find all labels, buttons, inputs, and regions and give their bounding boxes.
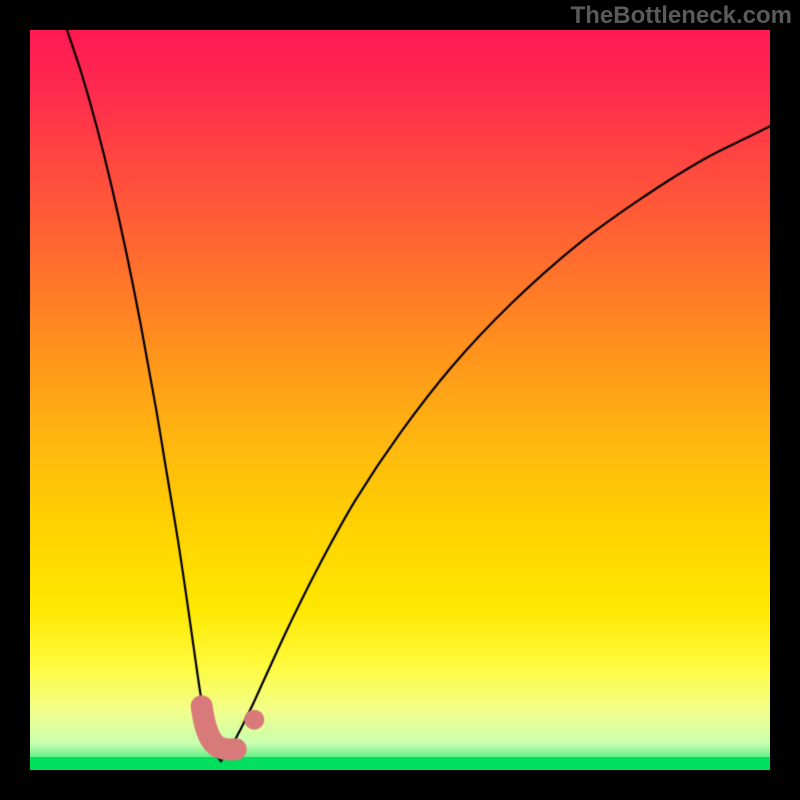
watermark-text: TheBottleneck.com [571,2,792,30]
your-config-marker [30,30,770,770]
stage: TheBottleneck.com [0,0,800,800]
plot-area [30,30,770,770]
